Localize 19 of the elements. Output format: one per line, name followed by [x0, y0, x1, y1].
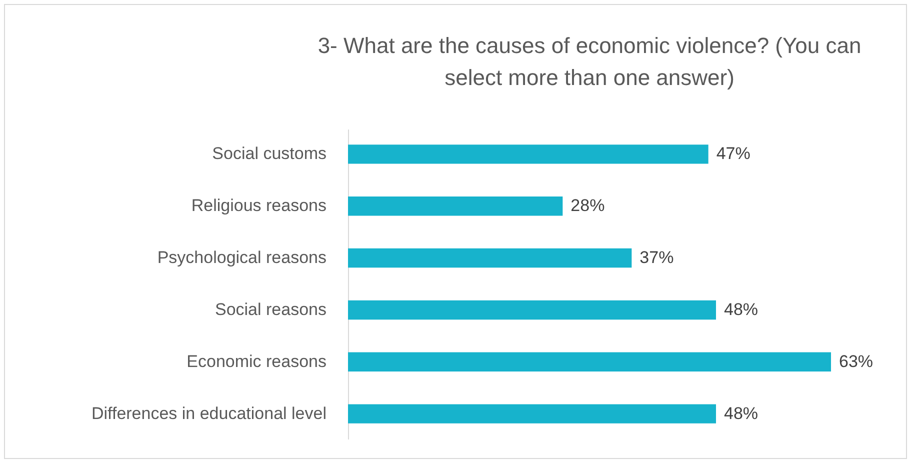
- data-label: 48%: [724, 300, 758, 319]
- y-tick-label: Differences in educational level: [92, 404, 326, 423]
- y-tick-label: Religious reasons: [191, 196, 326, 216]
- y-tick-label: Economic reasons: [186, 352, 326, 371]
- bar: [348, 300, 716, 320]
- y-tick-label: Social customs: [212, 144, 326, 164]
- bar: [348, 248, 632, 268]
- chart-title: 3- What are the causes of economic violence? (You can select more than one answer): [318, 33, 862, 90]
- data-label: 47%: [716, 144, 750, 164]
- data-label: 63%: [839, 352, 874, 371]
- bar: [348, 144, 708, 164]
- data-label: 37%: [640, 248, 674, 268]
- y-tick-label: Psychological reasons: [157, 248, 326, 268]
- y-tick-label: Social reasons: [214, 300, 326, 319]
- bar: [348, 352, 831, 372]
- data-label: 28%: [570, 196, 605, 216]
- bar: [348, 404, 716, 424]
- data-label: 48%: [724, 404, 758, 423]
- bar: [348, 196, 563, 216]
